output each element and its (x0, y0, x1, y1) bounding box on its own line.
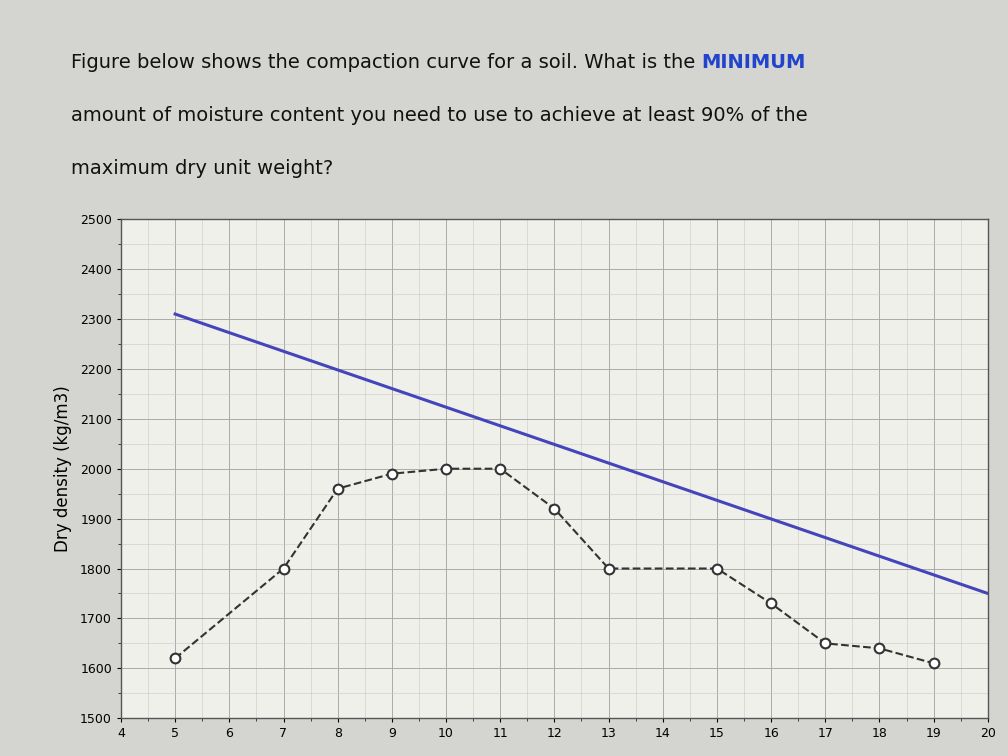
Text: maximum dry unit weight?: maximum dry unit weight? (71, 159, 333, 178)
Text: Figure below shows the compaction curve for a soil. What is the: Figure below shows the compaction curve … (71, 53, 701, 72)
Text: amount of moisture content you need to use to achieve at least 90% of the: amount of moisture content you need to u… (71, 106, 807, 125)
Y-axis label: Dry density (kg/m3): Dry density (kg/m3) (53, 386, 72, 552)
Text: MINIMUM: MINIMUM (701, 53, 805, 72)
